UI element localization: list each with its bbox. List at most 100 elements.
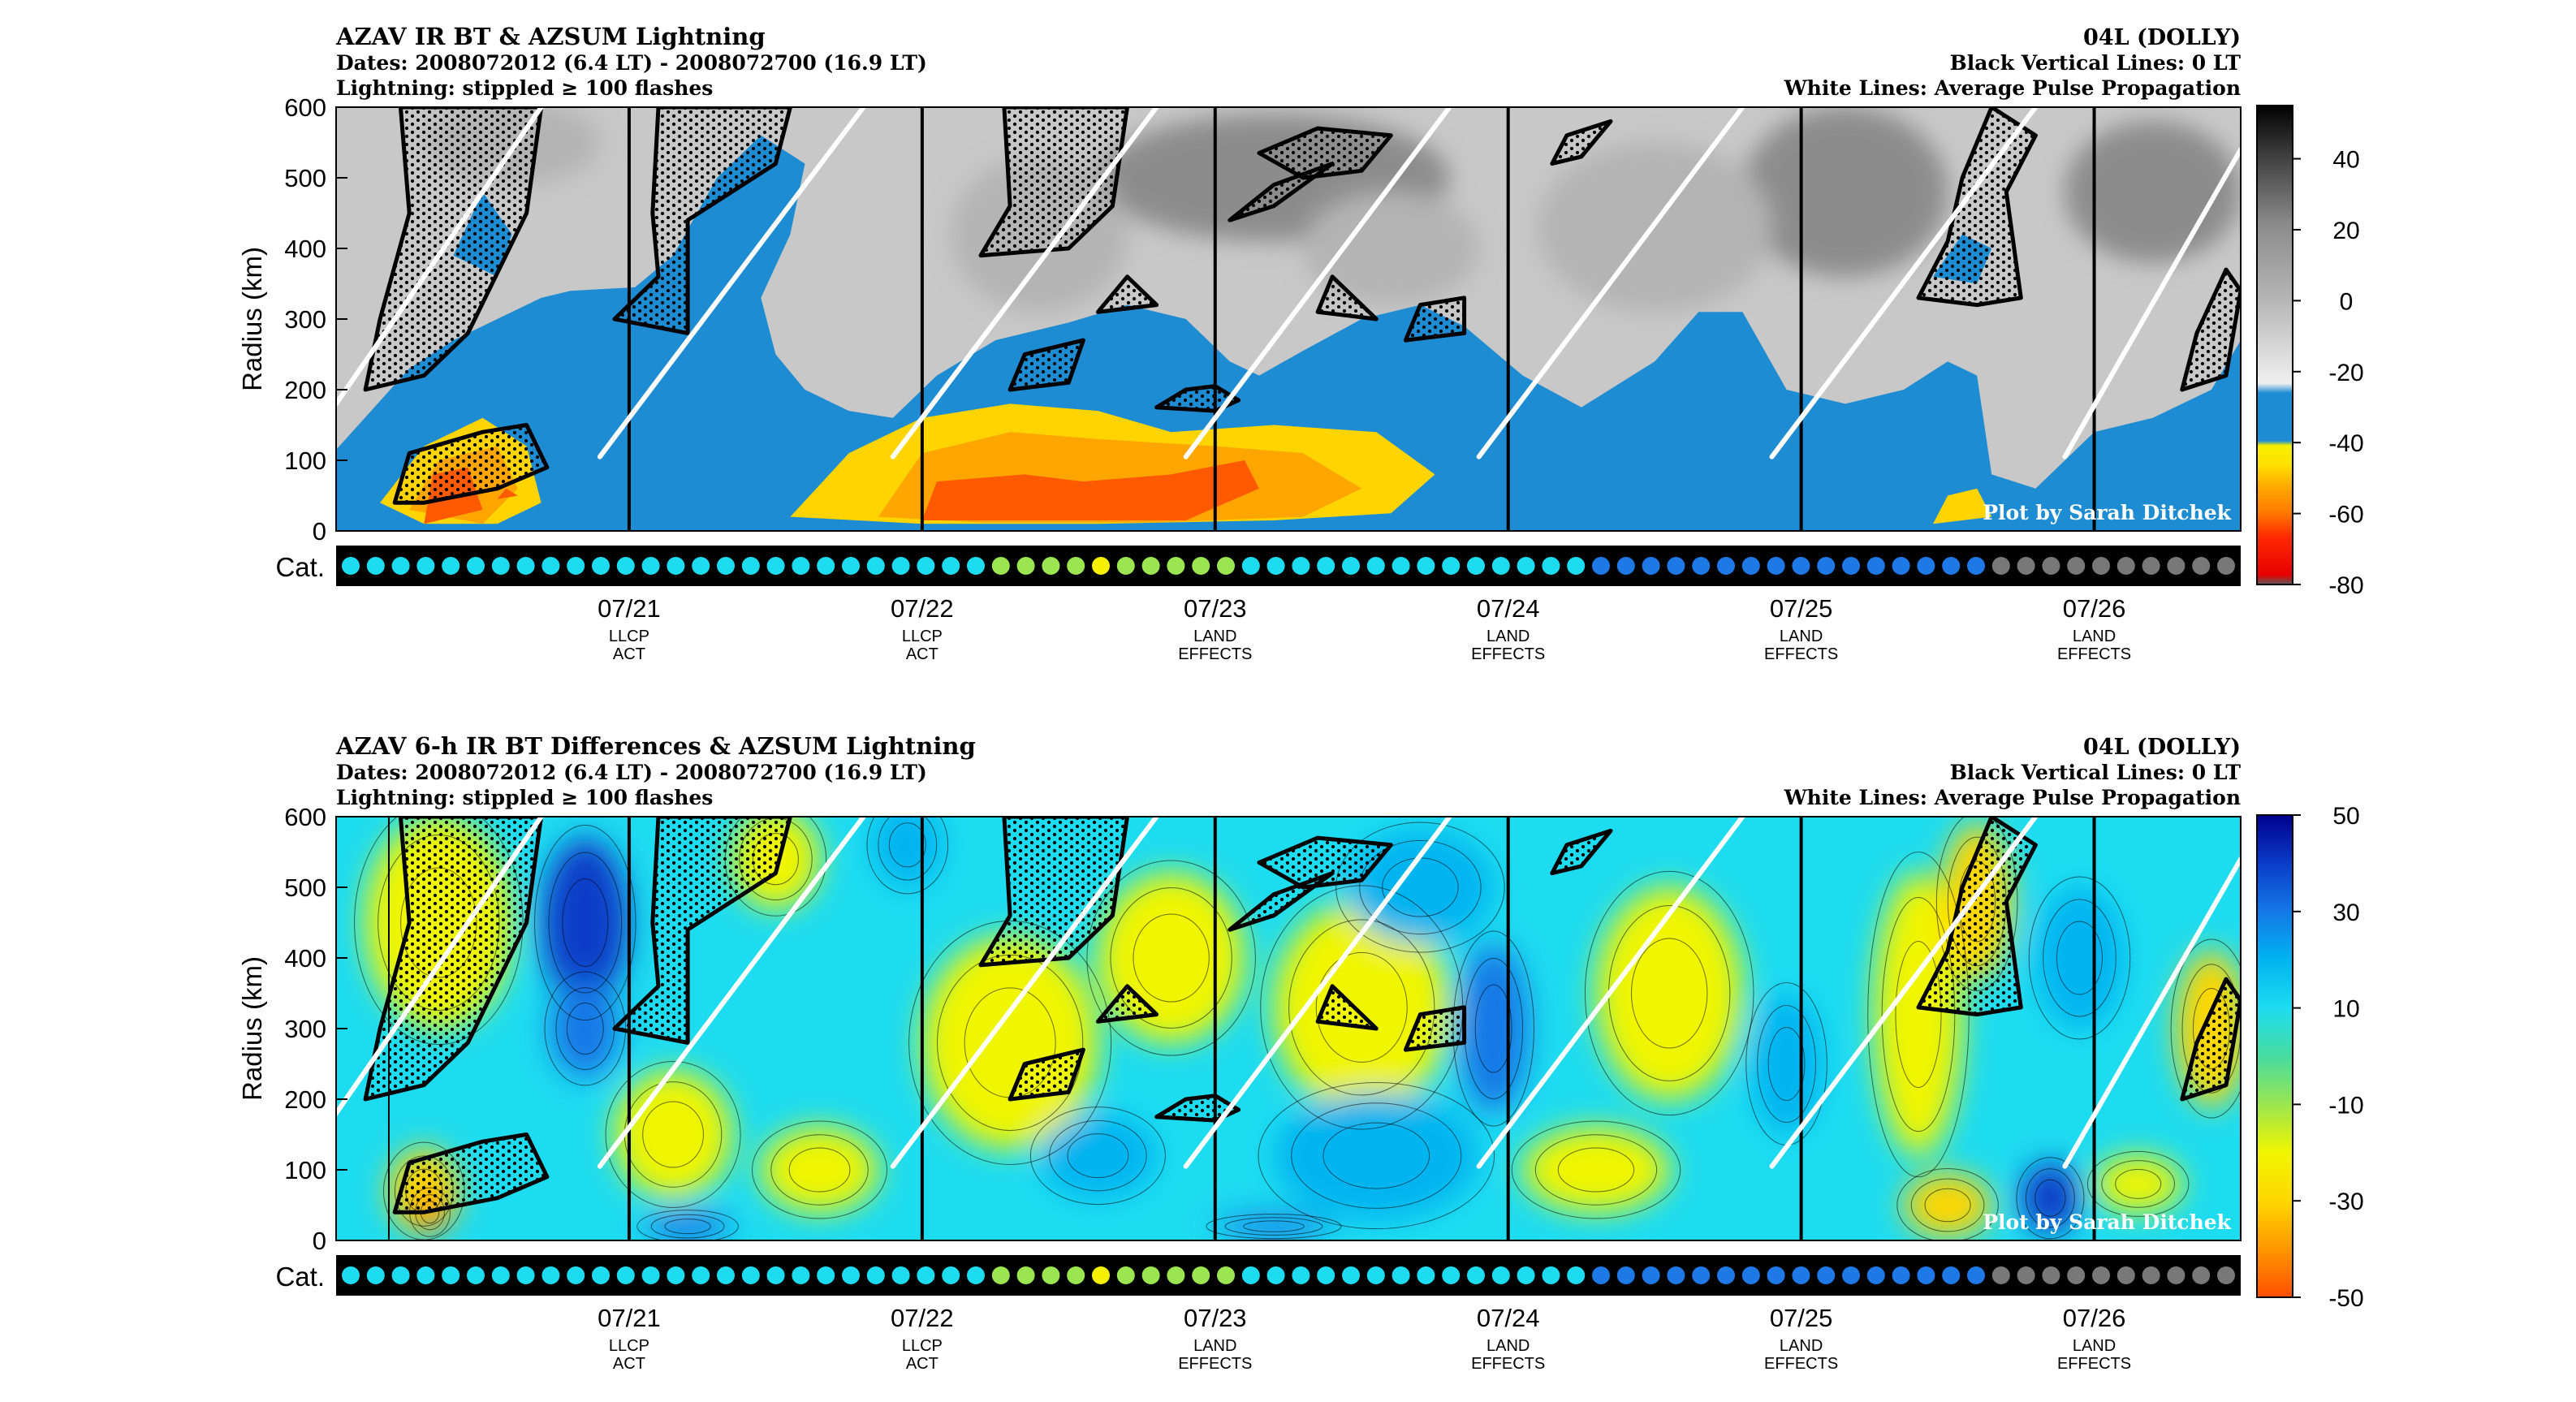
category-dot xyxy=(1767,1266,1785,1284)
lightning-region xyxy=(392,423,550,505)
category-dot xyxy=(1266,557,1285,575)
category-dot xyxy=(2116,557,2135,575)
category-dot xyxy=(842,557,860,575)
category-dot xyxy=(1366,557,1385,575)
pulse-propagation-lines xyxy=(336,817,2241,1169)
colorbar-ticks: 40 20 0 -20 -40 -60 -80 xyxy=(2293,147,2364,599)
category-dot xyxy=(1717,1266,1735,1284)
category-dot xyxy=(2167,557,2186,575)
colorbar-tick-label: -60 xyxy=(2328,502,2363,528)
category-dot xyxy=(1892,1266,1910,1284)
difference-contour xyxy=(1029,1107,1166,1206)
colorbar: 40 20 0 -20 -40 -60 -80 xyxy=(2256,105,2364,599)
pulse-line xyxy=(2062,856,2241,1169)
category-dot xyxy=(766,557,785,575)
category-dot xyxy=(1292,557,1310,575)
category-dot xyxy=(2217,557,2235,575)
lightning-region xyxy=(612,817,792,1045)
category-dot xyxy=(1217,1266,1235,1284)
category-dot xyxy=(366,557,385,575)
x-tick-label: 07/22 xyxy=(891,594,954,623)
colorbar: 50 30 10 -10 -30 -50 xyxy=(2256,803,2364,1312)
category-dot xyxy=(1741,557,1760,575)
bt-blob xyxy=(1742,107,1948,277)
category-dot xyxy=(2142,557,2160,575)
category-dot xyxy=(792,557,810,575)
category-dot xyxy=(342,557,360,575)
difference-blob xyxy=(1595,887,1743,1099)
category-dot xyxy=(1217,557,1235,575)
lightning-region xyxy=(1315,274,1379,321)
difference-contour xyxy=(770,1134,869,1206)
bt-region xyxy=(1933,488,1992,524)
storm-name: 04L (DOLLY) xyxy=(2083,25,2241,50)
difference-blob xyxy=(1751,993,1822,1135)
difference-blob xyxy=(1522,1127,1670,1213)
category-dot xyxy=(542,557,560,575)
category-dot xyxy=(542,1266,560,1284)
chart-subtitle-dates: Dates: 2008072012 (6.4 LT) - 2008072700 … xyxy=(336,761,927,784)
bt-region xyxy=(336,135,2241,531)
category-dot xyxy=(1141,557,1160,575)
vertical-lines-note: Black Vertical Lines: 0 LT xyxy=(1950,51,2242,75)
difference-contour xyxy=(788,1147,851,1193)
x-annotation: EFFECTS xyxy=(1471,645,1545,663)
x-annotation: LLCP xyxy=(902,628,943,645)
difference-blob xyxy=(643,1212,732,1240)
colorbar-ticks: 50 30 10 -10 -30 -50 xyxy=(2293,803,2364,1312)
category-dot xyxy=(692,557,710,575)
category-dot xyxy=(1317,1266,1335,1284)
lightning-region xyxy=(1008,1047,1085,1102)
x-tick-label: 07/26 xyxy=(2063,1304,2126,1332)
category-dot xyxy=(342,1266,360,1284)
x-annotation: EFFECTS xyxy=(1764,1355,1838,1373)
difference-contour xyxy=(2026,1168,2075,1228)
plot-area: Plot by Sarah Ditchek xyxy=(336,107,2241,531)
lightning-region xyxy=(1154,1094,1241,1123)
difference-contour xyxy=(866,817,949,895)
x-axis: 07/21LLCPACT07/22LLCPACT07/23LANDEFFECTS… xyxy=(598,1304,2131,1373)
y-tick-label: 300 xyxy=(284,305,326,334)
category-dot xyxy=(692,1266,710,1284)
watermark: Plot by Sarah Ditchek xyxy=(1983,501,2231,524)
y-axis-label: Radius (km) xyxy=(237,247,267,391)
category-dot xyxy=(792,1266,810,1284)
category-dot xyxy=(1016,1266,1035,1284)
difference-contour xyxy=(534,824,636,1021)
x-tick-label: 07/22 xyxy=(891,1304,954,1332)
difference-contour xyxy=(1757,1004,1816,1124)
difference-contour xyxy=(1258,1082,1495,1230)
x-tick-label: 07/25 xyxy=(1770,594,1833,623)
difference-blob xyxy=(872,817,943,887)
pulse-line xyxy=(597,107,866,459)
category-dot xyxy=(1817,1266,1836,1284)
difference-blob xyxy=(1039,1113,1157,1198)
category-dot xyxy=(991,557,1010,575)
category-dot xyxy=(1067,557,1085,575)
difference-contour xyxy=(2115,1168,2162,1199)
x-annotation: LAND xyxy=(1193,1337,1236,1355)
colorbar-tick-label: -20 xyxy=(2328,360,2363,386)
pulse-line xyxy=(1476,107,1745,459)
colorbar-tick-label: 40 xyxy=(2332,147,2359,174)
colorbar-tick-label: -50 xyxy=(2328,1285,2363,1312)
difference-contour xyxy=(2170,938,2241,1119)
category-dot xyxy=(1642,1266,1660,1284)
category-dot xyxy=(741,1266,760,1284)
lightning-region xyxy=(1315,984,1379,1031)
lightning-region xyxy=(363,817,544,1102)
category-dot xyxy=(1741,1266,1760,1284)
lightning-region xyxy=(612,107,792,335)
x-annotation: LLCP xyxy=(609,1337,649,1355)
x-annotation: LAND xyxy=(1486,1337,1530,1355)
lightning-region xyxy=(1008,338,1085,392)
category-dot xyxy=(942,557,960,575)
category-label: Cat. xyxy=(275,552,325,582)
bt-region xyxy=(497,488,518,499)
lightning-contours xyxy=(363,817,2241,1214)
y-tick-label: 600 xyxy=(284,93,326,122)
lightning-region xyxy=(2180,977,2241,1102)
difference-contour xyxy=(642,1101,704,1168)
category-dot xyxy=(1567,1266,1586,1284)
y-tick-label: 400 xyxy=(284,235,326,263)
